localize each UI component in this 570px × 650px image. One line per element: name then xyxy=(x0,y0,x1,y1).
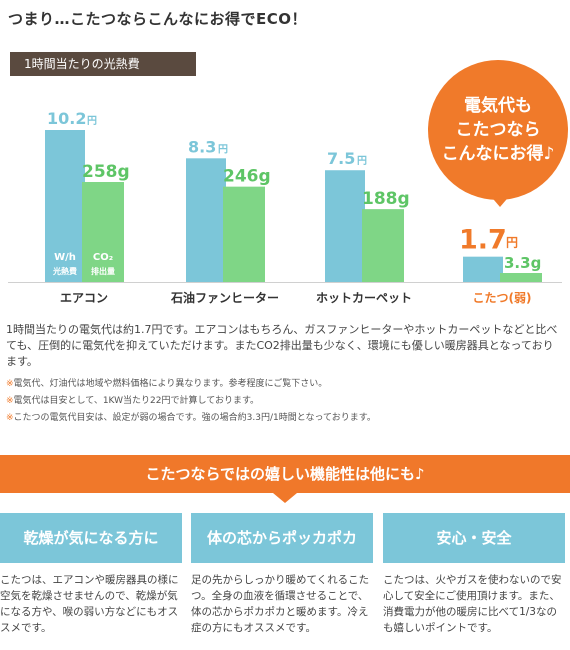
feature-desc-safety: こたつは、火やガスを使わないので安心して安全にご使用頂けます。また、消費電力が他… xyxy=(383,574,562,634)
note-text: 電気代、灯油代は地域や燃料価格により異なります。参考程度にご覧下さい。 xyxy=(13,379,328,389)
callout-line-3: こんなにお得♪ xyxy=(441,144,555,164)
note-mark: ※ xyxy=(6,413,14,423)
co2-value-label: 3.3g xyxy=(504,254,541,272)
savings-callout-bubble: 電気代も こたつなら こんなにお得♪ xyxy=(428,60,568,200)
features-banner: こたつならではの嬉しい機能性は他にも♪ xyxy=(0,455,570,493)
callout-line-1: 電気代も xyxy=(464,96,532,116)
in-bar-label-cost: W/h xyxy=(54,252,76,263)
note-text: こたつの電気代目安は、設定が弱の場合です。強の場合約3.3円/1時間となっており… xyxy=(13,413,376,423)
feature-desc-warmth: 足の先からしっかり暖めてくれるこたつ。全身の血液を循環させることで、体の芯からポ… xyxy=(191,574,370,634)
chart-description: 1時間当たりの電気代は約1.7円です。エアコンはもちろん、ガスファンヒーターやホ… xyxy=(6,323,558,368)
feature-desc-dryness: こたつは、エアコンや暖房器具の様に空気を乾燥させませんので、乾燥が気になる方や、… xyxy=(0,574,179,634)
note-mark: ※ xyxy=(6,379,14,389)
in-bar-label-co2: 排出量 xyxy=(91,266,115,276)
cost-unit-label: 円 xyxy=(87,115,97,127)
co2-value-label: 258g xyxy=(82,162,130,182)
category-label: エアコン xyxy=(60,291,108,305)
co2-value-label: 188g xyxy=(362,189,410,209)
category-label: ホットカーペット xyxy=(316,291,412,305)
co2-bar xyxy=(500,273,542,282)
cost-value-label: 1.7 xyxy=(459,225,507,256)
cost-bar xyxy=(45,130,85,282)
co2-bar xyxy=(82,182,124,282)
cost-bar xyxy=(325,170,365,282)
note-item: ※電気代は目安として、1KW当たり22円で計算しております。 xyxy=(6,393,562,410)
in-bar-label-cost: 光熱費 xyxy=(52,266,77,276)
feature-title-warmth: 体の芯からポッカポカ xyxy=(191,513,373,563)
headline: つまり…こたつならこんなにお得でECO！ xyxy=(8,10,308,28)
banner-tail xyxy=(273,493,297,503)
callout-line-2: こたつなら xyxy=(455,120,541,140)
cost-bar xyxy=(186,158,226,282)
cost-unit-label: 円 xyxy=(218,143,228,155)
co2-value-label: 246g xyxy=(223,167,271,187)
note-mark: ※ xyxy=(6,396,14,406)
in-bar-label-co2: CO₂ xyxy=(93,252,113,263)
note-text: 電気代は目安として、1KW当たり22円で計算しております。 xyxy=(13,396,260,406)
cost-unit-label: 円 xyxy=(357,155,367,167)
feature-title-safety: 安心・安全 xyxy=(383,513,565,563)
category-label: 石油ファンヒーター xyxy=(170,290,279,305)
note-item: ※電気代、灯油代は地域や燃料価格により異なります。参考程度にご覧下さい。 xyxy=(6,376,562,393)
note-item: ※こたつの電気代目安は、設定が弱の場合です。強の場合約3.3円/1時間となってお… xyxy=(6,410,562,427)
callout-tail xyxy=(488,193,512,207)
co2-bar xyxy=(362,209,404,282)
chart-subtitle-tag: 1時間当たりの光熱費 xyxy=(10,52,196,76)
cost-value-label: 7.5 xyxy=(327,149,355,168)
cost-value-label: 10.2 xyxy=(47,109,86,128)
co2-bar xyxy=(223,186,265,282)
cost-unit-label: 円 xyxy=(506,236,518,250)
notes-list: ※電気代、灯油代は地域や燃料価格により異なります。参考程度にご覧下さい。 ※電気… xyxy=(6,376,562,427)
category-label: こたつ(弱) xyxy=(473,290,532,305)
feature-title-dryness: 乾燥が気になる方に xyxy=(0,513,182,563)
cost-value-label: 8.3 xyxy=(188,137,216,156)
cost-bar xyxy=(463,256,503,282)
